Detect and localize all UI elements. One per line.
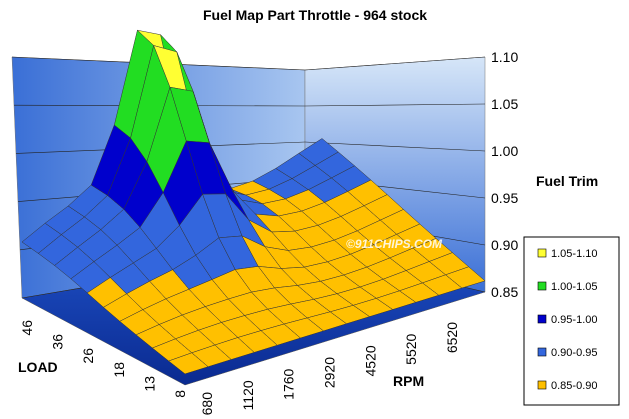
load-tick-label: 26 bbox=[80, 348, 96, 364]
rpm-tick-label: 680 bbox=[199, 392, 215, 416]
load-axis-label: LOAD bbox=[18, 359, 58, 375]
legend-swatch bbox=[537, 248, 547, 258]
rpm-tick-label: 5520 bbox=[403, 333, 419, 364]
legend-swatch bbox=[537, 347, 547, 357]
rpm-ticks: 680 1120 1760 2920 4520 5520 6520 bbox=[199, 322, 460, 416]
z-tick-label: 1.05 bbox=[491, 96, 518, 112]
rpm-tick-label: 2920 bbox=[322, 357, 338, 388]
legend-swatch bbox=[537, 380, 547, 390]
z-tick-label: 0.90 bbox=[491, 237, 518, 253]
legend: 1.05-1.10 1.00-1.05 0.95-1.00 0.90-0.95 0.85… bbox=[537, 248, 597, 392]
load-tick-label: 18 bbox=[111, 362, 127, 378]
legend-swatch bbox=[537, 314, 547, 324]
fuel-surface bbox=[21, 29, 486, 375]
load-ticks: 8 13 18 26 36 46 bbox=[19, 320, 188, 398]
z-tick-label: 1.00 bbox=[491, 143, 518, 159]
watermark: ©911CHIPS.COM bbox=[346, 237, 443, 251]
gridline-back bbox=[304, 141, 486, 152]
load-tick-label: 46 bbox=[19, 320, 35, 336]
legend-swatch bbox=[537, 281, 547, 291]
z-axis-label: Fuel Trim bbox=[536, 173, 598, 189]
rpm-tick-label: 1760 bbox=[281, 368, 297, 399]
z-tick-label: 0.95 bbox=[491, 190, 518, 206]
load-tick-label: 8 bbox=[172, 390, 188, 398]
load-tick-label: 13 bbox=[141, 376, 157, 392]
rpm-tick-label: 6520 bbox=[444, 322, 460, 353]
rpm-tick-label: 4520 bbox=[362, 345, 378, 376]
load-tick-label: 36 bbox=[50, 334, 66, 350]
legend-label: 1.00-1.05 bbox=[551, 281, 597, 293]
legend-label: 0.85-0.90 bbox=[551, 380, 597, 392]
z-ticks: 1.10 1.05 1.00 0.95 0.90 0.85 bbox=[491, 49, 518, 300]
gridline-back bbox=[304, 56, 486, 71]
legend-label: 1.05-1.10 bbox=[551, 248, 597, 260]
z-tick-label: 1.10 bbox=[491, 49, 518, 65]
legend-label: 0.90-0.95 bbox=[551, 347, 597, 359]
surface-cell bbox=[445, 266, 486, 289]
rpm-axis-label: RPM bbox=[393, 373, 424, 389]
z-tick-label: 0.85 bbox=[491, 284, 518, 300]
rpm-tick-label: 1120 bbox=[240, 380, 256, 410]
legend-label: 0.95-1.00 bbox=[551, 314, 597, 326]
gridline-back bbox=[304, 103, 486, 107]
chart-title: Fuel Map Part Throttle - 964 stock bbox=[203, 7, 427, 23]
